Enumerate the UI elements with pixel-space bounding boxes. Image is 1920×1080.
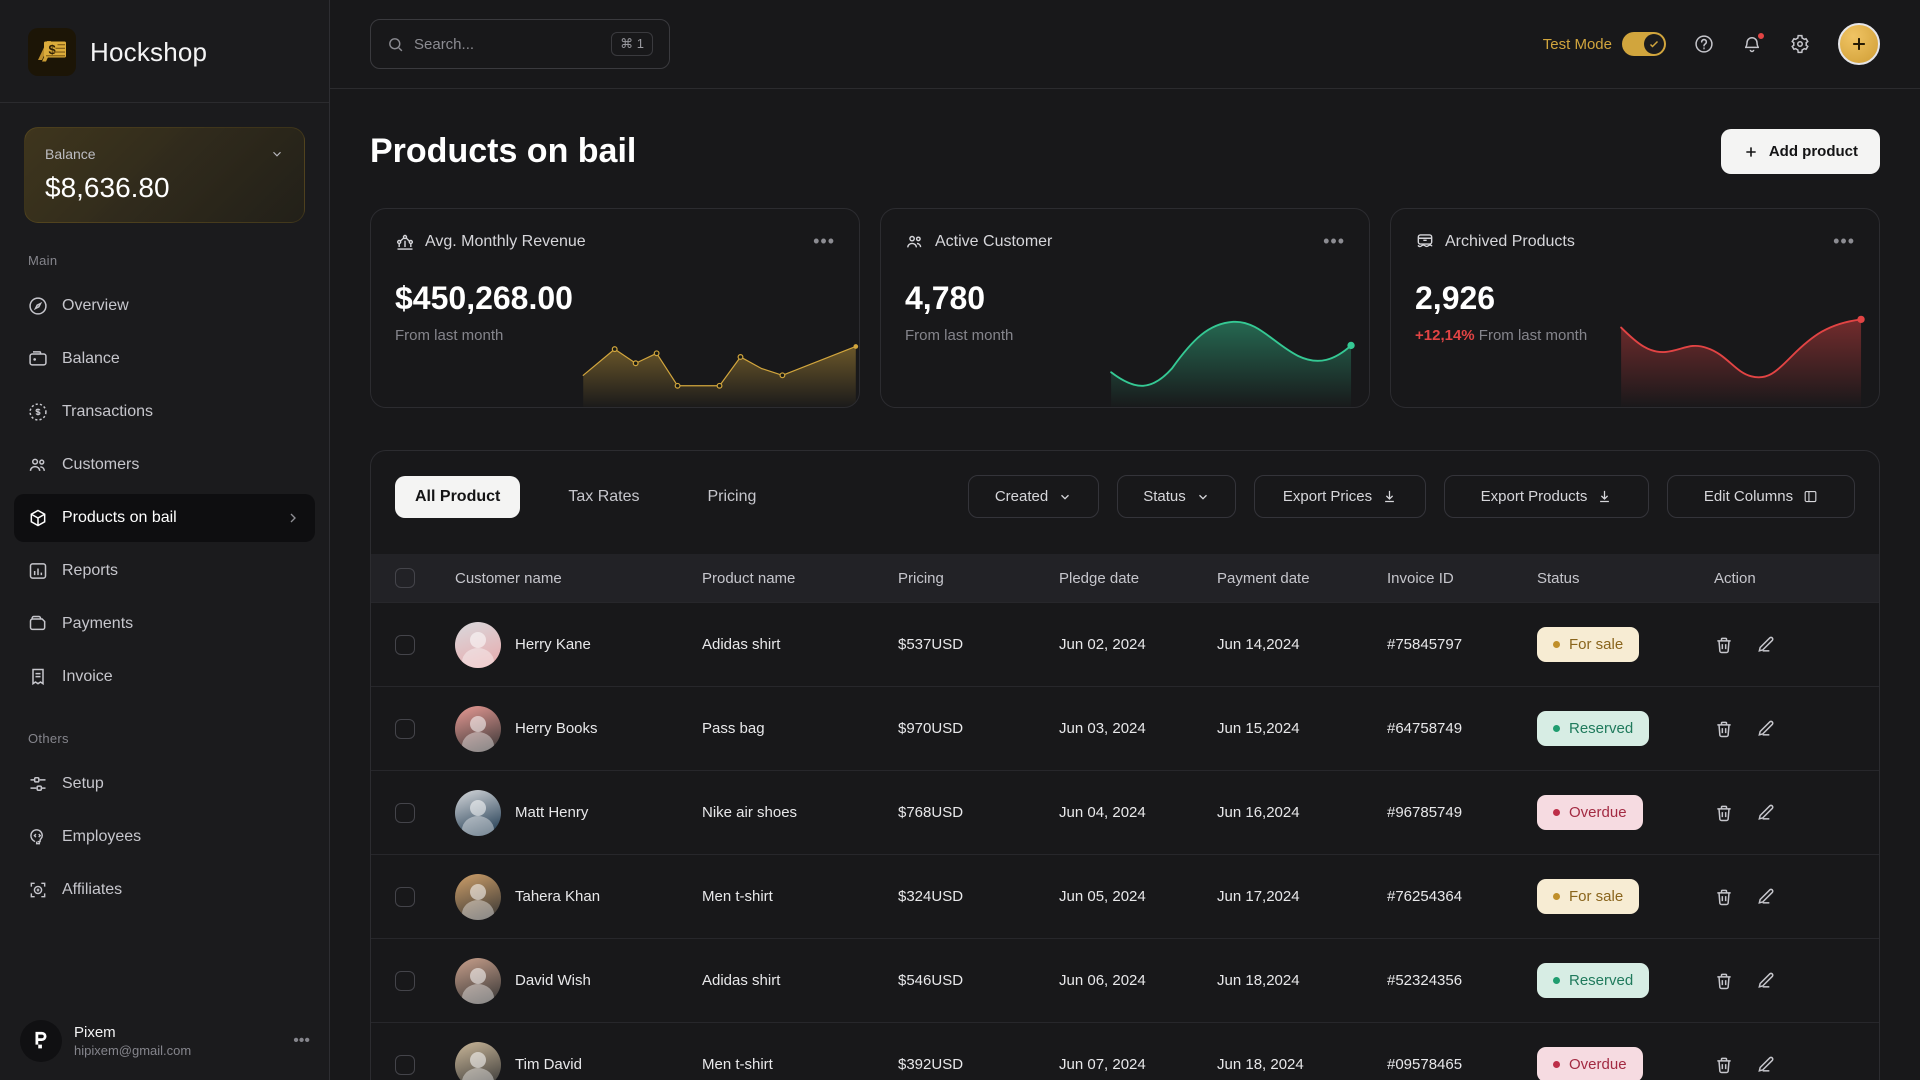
svg-text:$: $ bbox=[49, 42, 57, 57]
